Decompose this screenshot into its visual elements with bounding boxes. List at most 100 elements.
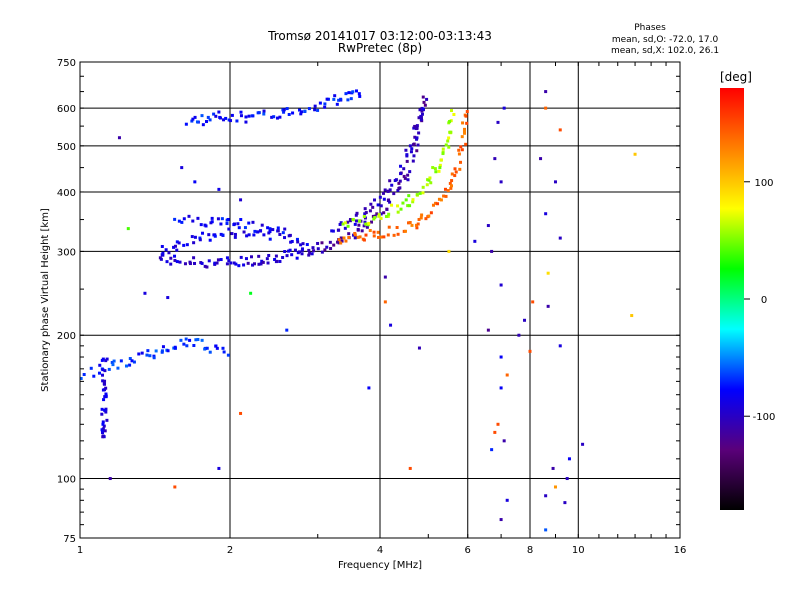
echo-point	[412, 154, 416, 158]
echo-point	[208, 350, 212, 354]
echo-point	[418, 191, 422, 195]
echo-point	[212, 112, 216, 116]
echo-point	[346, 98, 350, 102]
echo-point	[301, 242, 305, 246]
echo-point	[360, 229, 364, 233]
echo-point	[205, 346, 209, 350]
echo-point	[222, 350, 226, 354]
echo-point	[249, 255, 253, 259]
echo-point	[205, 120, 209, 124]
echo-point	[558, 236, 562, 240]
echo-point	[247, 233, 251, 237]
echo-point	[418, 108, 422, 112]
echo-point	[343, 221, 347, 225]
x-tick-label: 4	[377, 545, 383, 556]
echo-point	[201, 123, 205, 127]
echo-point	[436, 202, 440, 206]
echo-point	[338, 222, 342, 226]
echo-point	[399, 172, 403, 176]
y-axis-label: Stationary phase Virtual Height [km]	[40, 208, 51, 392]
echo-point	[101, 379, 105, 383]
echo-point	[257, 262, 261, 266]
echo-point	[437, 169, 441, 173]
echo-point	[411, 200, 415, 204]
echo-point	[154, 349, 158, 353]
echo-point	[215, 261, 219, 265]
echo-point	[346, 220, 350, 224]
echo-point	[406, 173, 410, 177]
echo-point	[224, 116, 228, 120]
echo-point	[180, 166, 184, 170]
echo-point	[273, 257, 277, 261]
echo-point	[387, 212, 391, 216]
echo-point	[112, 359, 116, 363]
echo-point	[399, 207, 403, 211]
echo-point	[329, 247, 333, 251]
echo-point	[180, 220, 184, 224]
echo-point	[188, 262, 192, 266]
echo-point	[336, 228, 340, 232]
echo-point	[243, 226, 247, 230]
echo-point	[239, 110, 243, 114]
echo-point	[420, 112, 424, 116]
echo-point	[539, 157, 543, 161]
echo-point	[446, 139, 450, 143]
echo-point	[462, 129, 466, 133]
echo-point	[383, 188, 387, 192]
echo-point	[354, 235, 358, 239]
echo-point	[225, 222, 229, 226]
echo-point	[368, 229, 372, 233]
echo-point	[278, 232, 282, 236]
echo-point	[449, 130, 453, 134]
chart-titles: Tromsø 20141017 03:12:00-03:13:43 RwPret…	[267, 23, 719, 56]
echo-point	[551, 466, 555, 470]
echo-point	[415, 226, 419, 230]
echo-point	[379, 216, 383, 220]
echo-point	[247, 221, 251, 225]
echo-point	[415, 124, 419, 128]
echo-point	[104, 359, 108, 363]
echo-point	[140, 351, 144, 355]
echo-point	[192, 241, 196, 245]
echo-point	[256, 230, 260, 234]
echo-point	[441, 147, 445, 151]
echo-point	[531, 300, 535, 304]
echo-point	[423, 103, 427, 107]
echo-point	[358, 219, 362, 223]
echo-point	[347, 232, 351, 236]
echo-point	[404, 148, 408, 152]
echo-point	[296, 240, 300, 244]
echo-point	[433, 167, 437, 171]
echo-point	[210, 220, 214, 224]
echo-point	[389, 323, 393, 327]
echo-point	[486, 224, 490, 228]
echo-point	[459, 145, 463, 149]
echo-point	[278, 259, 282, 263]
echo-point	[368, 209, 372, 213]
echo-point	[305, 243, 309, 247]
echo-point	[100, 358, 104, 362]
echo-point	[408, 204, 412, 208]
echo-point	[311, 246, 315, 250]
x-tick-label: 2	[227, 545, 233, 556]
echo-point	[563, 501, 567, 505]
echo-point	[347, 91, 351, 95]
echo-point	[403, 176, 407, 180]
echo-point	[213, 234, 217, 238]
echo-point	[339, 221, 343, 225]
echo-point	[441, 152, 445, 156]
echo-point	[160, 349, 164, 353]
echo-point	[336, 240, 340, 244]
echo-point	[453, 174, 457, 178]
echo-point	[544, 212, 548, 216]
echo-point	[79, 376, 83, 380]
echo-point	[229, 119, 233, 123]
echo-point	[362, 214, 366, 218]
echo-point	[388, 188, 392, 192]
echo-point	[237, 264, 241, 268]
echo-point	[175, 240, 179, 244]
echo-point	[283, 227, 287, 231]
echo-point	[307, 248, 311, 252]
echo-point	[422, 100, 426, 104]
